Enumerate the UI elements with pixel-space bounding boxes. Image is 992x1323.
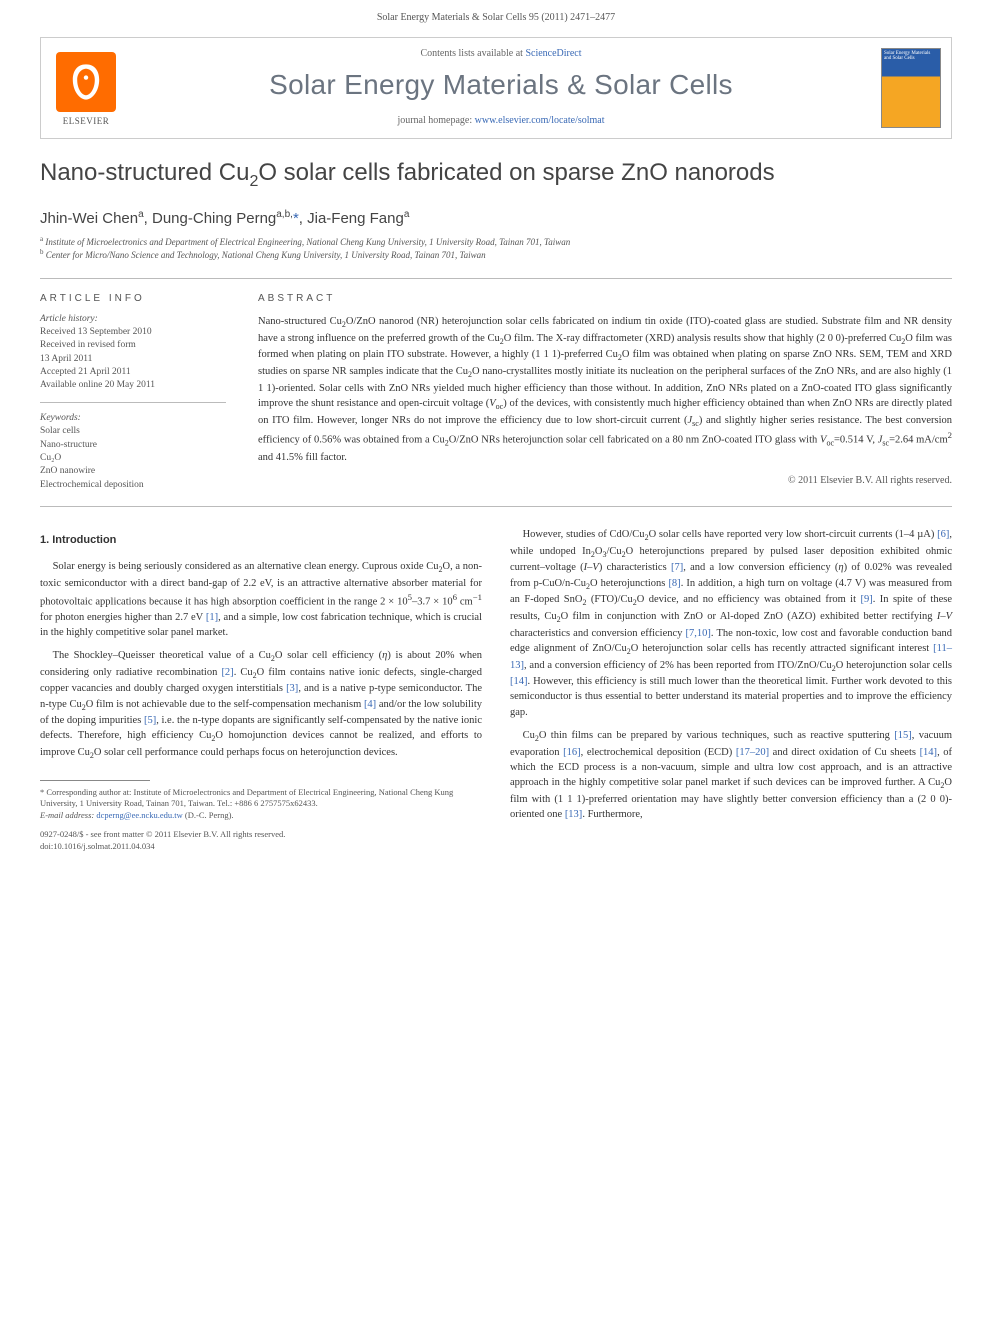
author-email-link[interactable]: dcperng@ee.ncku.edu.tw bbox=[96, 810, 182, 820]
email-label: E-mail address: bbox=[40, 810, 94, 820]
email-footnote: E-mail address: dcperng@ee.ncku.edu.tw (… bbox=[40, 810, 482, 821]
contents-available-line: Contents lists available at ScienceDirec… bbox=[137, 48, 865, 59]
body-paragraph: The Shockley–Queisser theoretical value … bbox=[40, 648, 482, 762]
keyword-item: Electrochemical deposition bbox=[40, 479, 226, 492]
info-abstract-row: ARTICLE INFO Article history: Received 1… bbox=[40, 278, 952, 507]
keywords-block: Keywords: Solar cellsNano-structureCu₂OZ… bbox=[40, 413, 226, 491]
history-item: Accepted 21 April 2011 bbox=[40, 366, 226, 379]
affiliation-line: a Institute of Microelectronics and Depa… bbox=[40, 235, 952, 249]
intro-heading: 1. Introduction bbox=[40, 533, 482, 549]
elsevier-logo-icon bbox=[56, 52, 116, 112]
masthead-center: Contents lists available at ScienceDirec… bbox=[131, 38, 871, 138]
running-head: Solar Energy Materials & Solar Cells 95 … bbox=[0, 0, 992, 29]
keywords-label: Keywords: bbox=[40, 413, 226, 423]
contents-prefix: Contents lists available at bbox=[420, 48, 525, 59]
doi-line: doi:10.1016/j.solmat.2011.04.034 bbox=[40, 841, 482, 852]
journal-masthead: ELSEVIER Contents lists available at Sci… bbox=[40, 37, 952, 139]
author-list: Jhin-Wei Chena, Dung-Ching Pernga,b,*, J… bbox=[40, 209, 952, 227]
keyword-item: Cu₂O bbox=[40, 452, 226, 465]
homepage-link[interactable]: www.elsevier.com/locate/solmat bbox=[475, 115, 605, 126]
abstract-pane: ABSTRACT Nano-structured Cu2O/ZnO nanoro… bbox=[240, 279, 952, 506]
footnote-rule bbox=[40, 780, 150, 781]
email-suffix: (D.-C. Perng). bbox=[185, 810, 234, 820]
body-columns: 1. Introduction Solar energy is being se… bbox=[40, 527, 952, 852]
keyword-item: Solar cells bbox=[40, 425, 226, 438]
affiliations: a Institute of Microelectronics and Depa… bbox=[40, 235, 952, 262]
homepage-line: journal homepage: www.elsevier.com/locat… bbox=[137, 115, 865, 126]
abstract-copyright: © 2011 Elsevier B.V. All rights reserved… bbox=[258, 475, 952, 486]
history-label: Article history: bbox=[40, 314, 226, 324]
keyword-item: ZnO nanowire bbox=[40, 465, 226, 478]
sciencedirect-link[interactable]: ScienceDirect bbox=[525, 48, 581, 59]
article-info-heading: ARTICLE INFO bbox=[40, 293, 226, 304]
body-paragraph: Solar energy is being seriously consider… bbox=[40, 559, 482, 640]
abstract-text: Nano-structured Cu2O/ZnO nanorod (NR) he… bbox=[258, 314, 952, 465]
right-column: However, studies of CdO/Cu2O solar cells… bbox=[510, 527, 952, 852]
keyword-item: Nano-structure bbox=[40, 439, 226, 452]
body-paragraph: Cu2O thin films can be prepared by vario… bbox=[510, 728, 952, 822]
article-history-block: Article history: Received 13 September 2… bbox=[40, 314, 226, 403]
article-info-pane: ARTICLE INFO Article history: Received 1… bbox=[40, 279, 240, 506]
publisher-name: ELSEVIER bbox=[63, 116, 110, 126]
affiliation-line: b Center for Micro/Nano Science and Tech… bbox=[40, 248, 952, 262]
homepage-prefix: journal homepage: bbox=[397, 115, 474, 126]
cover-thumb-block: Solar Energy Materials and Solar Cells bbox=[871, 38, 951, 138]
publisher-block: ELSEVIER bbox=[41, 38, 131, 138]
abstract-heading: ABSTRACT bbox=[258, 293, 952, 304]
body-paragraph: However, studies of CdO/Cu2O solar cells… bbox=[510, 527, 952, 720]
doi-block: 0927-0248/$ - see front matter © 2011 El… bbox=[40, 829, 482, 852]
history-item: Received in revised form bbox=[40, 339, 226, 352]
journal-cover-icon: Solar Energy Materials and Solar Cells bbox=[881, 48, 941, 128]
history-item: 13 April 2011 bbox=[40, 353, 226, 366]
journal-title: Solar Energy Materials & Solar Cells bbox=[137, 69, 865, 101]
front-matter-line: 0927-0248/$ - see front matter © 2011 El… bbox=[40, 829, 482, 840]
history-item: Received 13 September 2010 bbox=[40, 326, 226, 339]
corresponding-footnote: * Corresponding author at: Institute of … bbox=[40, 787, 482, 810]
left-column: 1. Introduction Solar energy is being se… bbox=[40, 527, 482, 852]
article-title: Nano-structured Cu2O solar cells fabrica… bbox=[40, 159, 952, 191]
history-item: Available online 20 May 2011 bbox=[40, 379, 226, 392]
